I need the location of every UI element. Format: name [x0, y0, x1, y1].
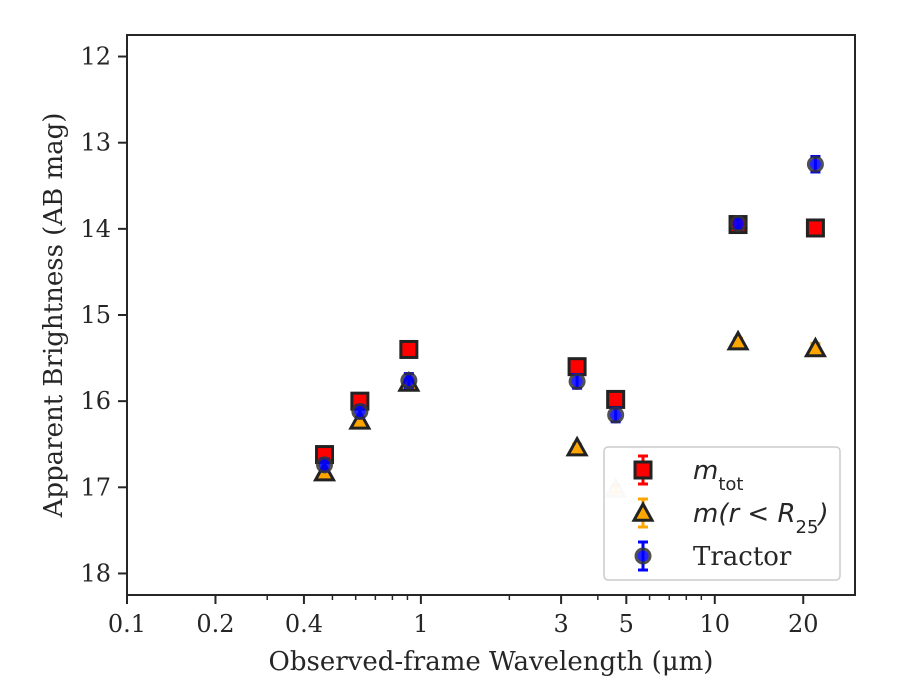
legend-marker-circle [634, 547, 652, 565]
legend-box [603, 446, 841, 581]
data-point-circle [400, 371, 418, 389]
x-tick-label: 3 [553, 610, 568, 638]
y-tick-label: 16 [80, 387, 111, 415]
data-point-square [567, 357, 587, 377]
data-point-square [399, 339, 419, 359]
data-point-circle [607, 406, 625, 424]
data-point-triangle [565, 435, 589, 457]
data-point-circle [729, 215, 747, 233]
y-tick-label: 14 [80, 215, 111, 243]
x-tick-label: 10 [700, 610, 731, 638]
x-tick-label: 1 [413, 610, 428, 638]
x-tick-label: 0.4 [285, 610, 323, 638]
y-tick-label: 15 [80, 301, 111, 329]
plot-area [312, 154, 827, 498]
y-tick-label: 18 [80, 559, 111, 587]
data-point-triangle [803, 336, 827, 358]
data-point-circle [351, 402, 369, 420]
y-axis-label: Apparent Brightness (AB mag) [39, 113, 69, 519]
legend-label: Tractor [693, 542, 792, 572]
data-point-square [805, 218, 825, 238]
data-point-triangle [348, 408, 372, 430]
data-point-square [606, 389, 626, 409]
series-circle [316, 154, 824, 474]
x-tick-label: 0.2 [196, 610, 234, 638]
legend: mtot m(r < R25) Tractor [603, 446, 841, 581]
x-axis-label: Observed-frame Wavelength (μm) [269, 647, 714, 677]
legend-marker-square [633, 460, 653, 480]
data-point-circle [568, 372, 586, 390]
legend-label: mtot [693, 456, 743, 495]
series-square [315, 215, 825, 465]
x-tick-label: 0.1 [108, 610, 146, 638]
y-tick-label: 12 [80, 43, 111, 71]
axes-frame [126, 34, 856, 596]
x-tick-label: 20 [788, 610, 819, 638]
legend-marker-triangle [631, 500, 655, 522]
data-point-circle [316, 456, 334, 474]
data-point-circle [806, 155, 824, 173]
x-tick-label: 5 [619, 610, 634, 638]
data-point-triangle [726, 329, 750, 351]
legend-label: m(r < R25) [693, 499, 829, 538]
y-tick-label: 17 [80, 473, 111, 501]
y-tick-label: 13 [80, 129, 111, 157]
